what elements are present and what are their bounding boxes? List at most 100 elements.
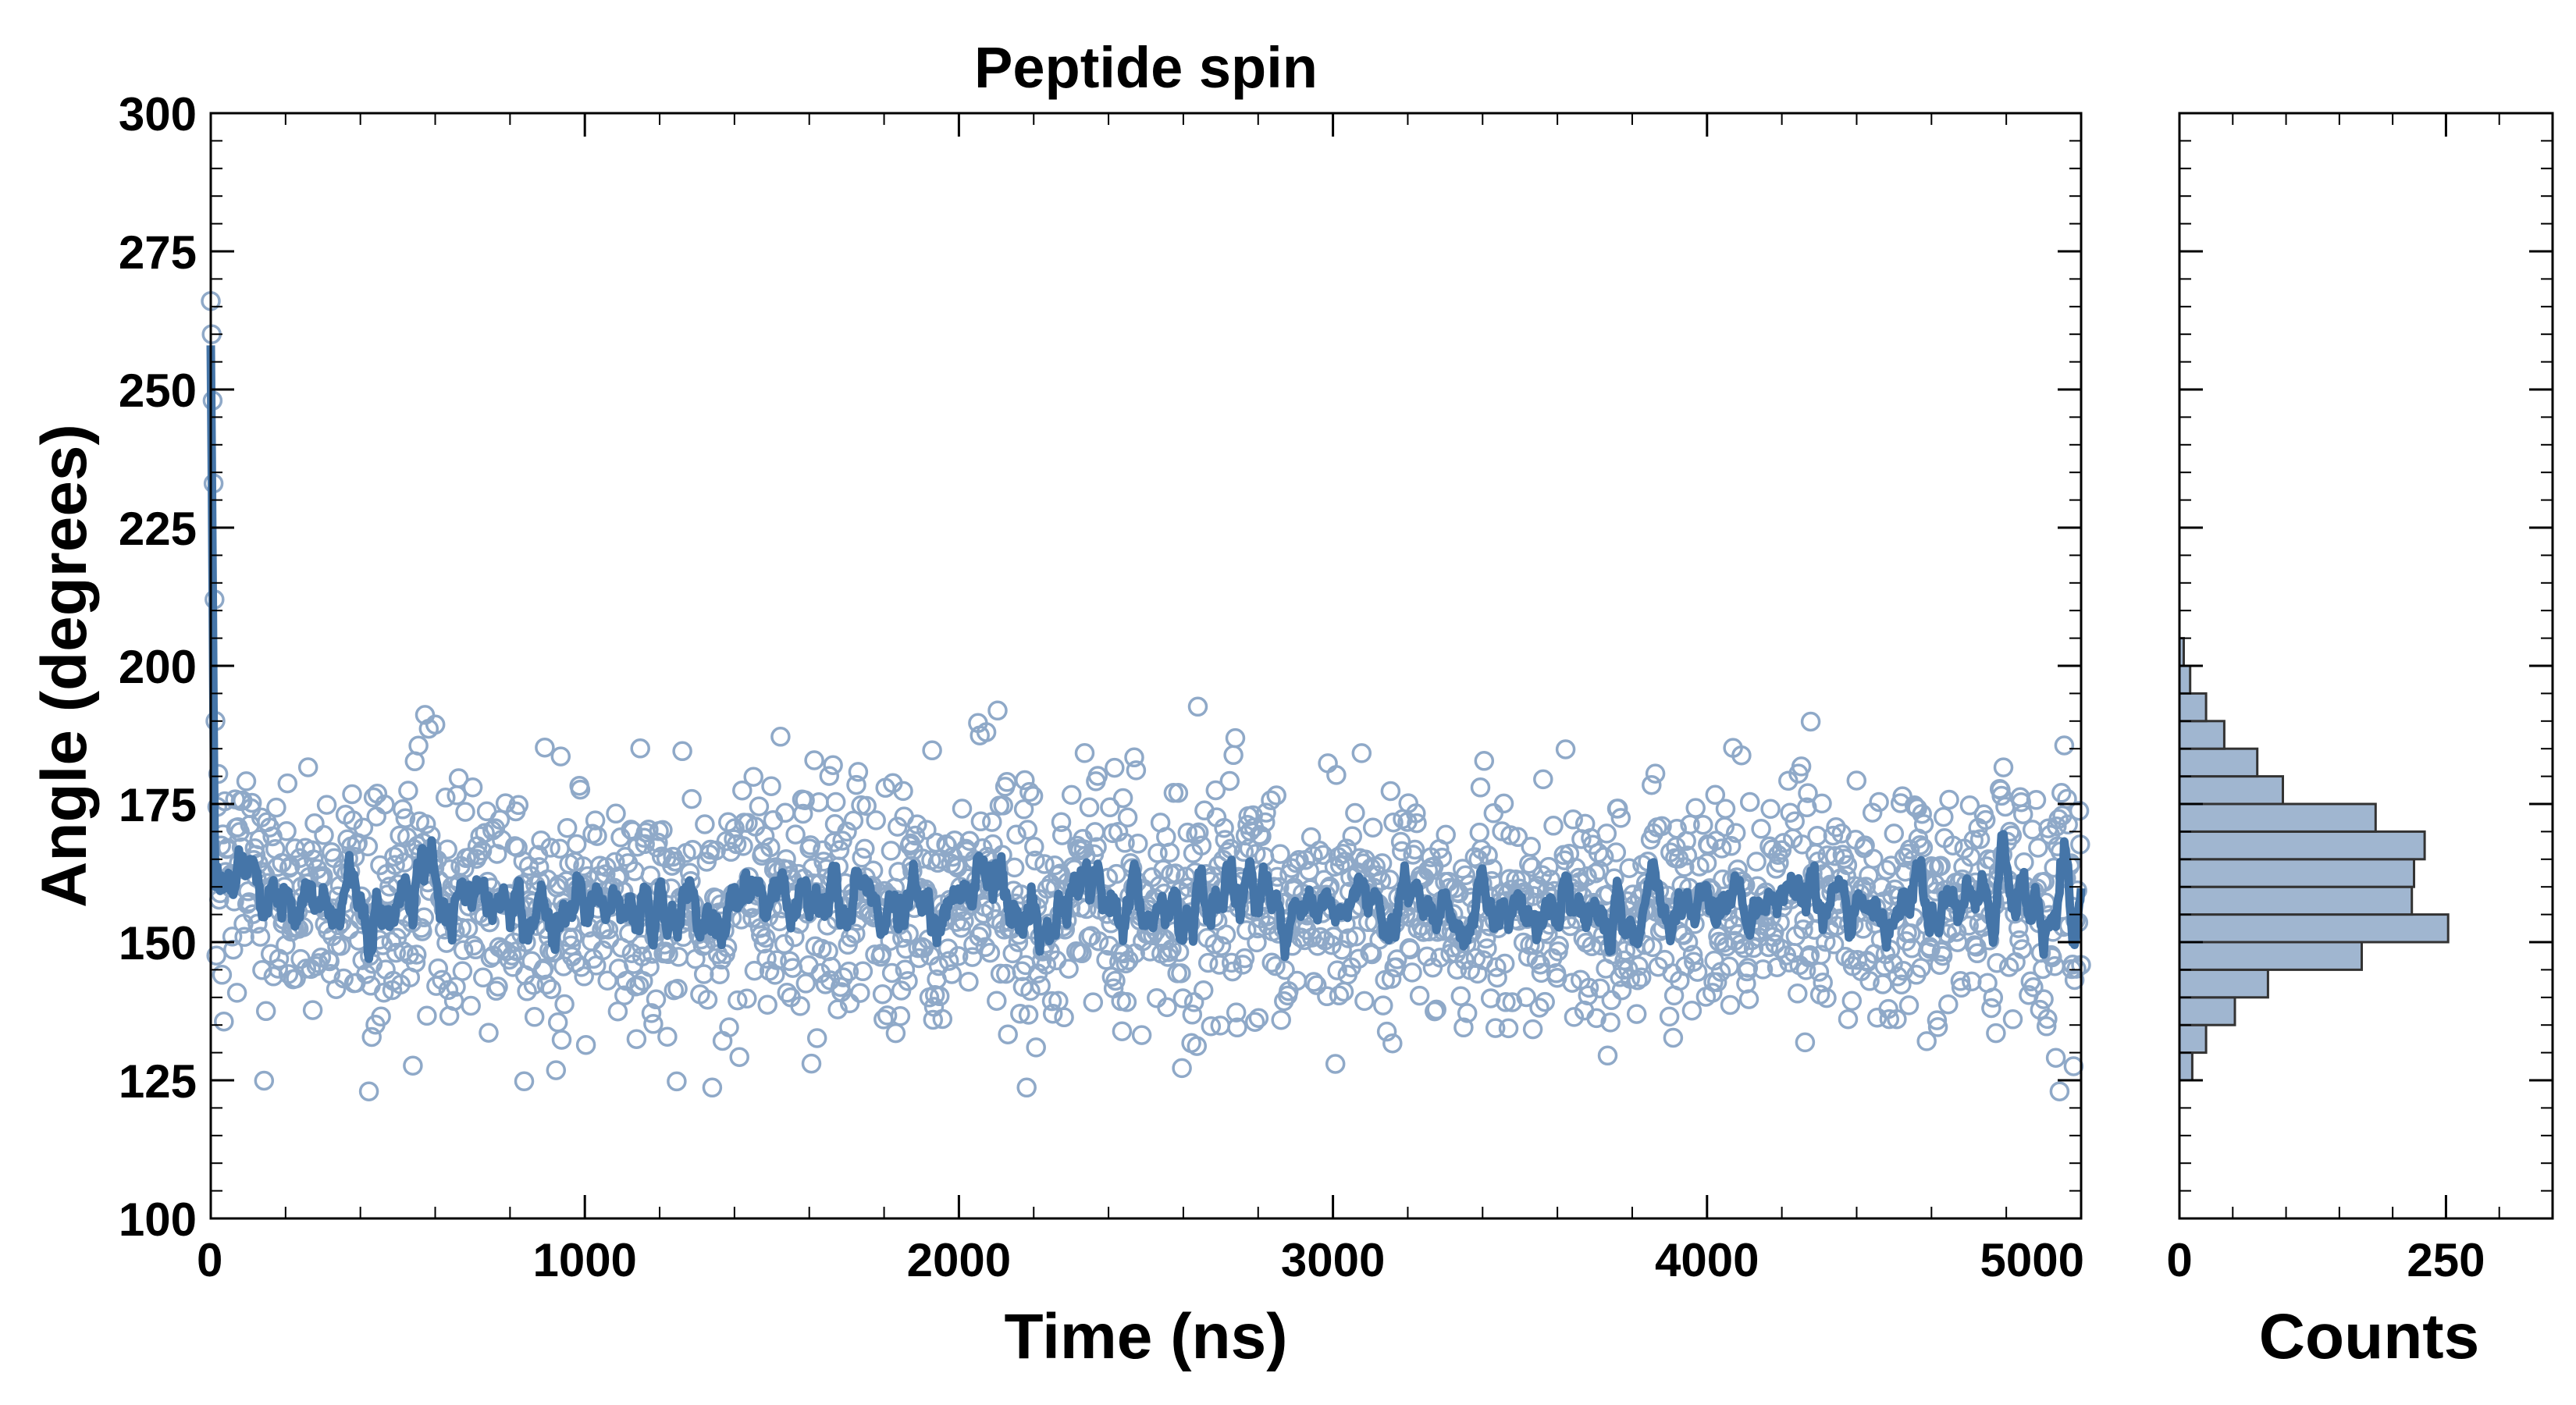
scatter-point	[643, 1014, 664, 1034]
scatter-point	[1019, 781, 1040, 802]
scatter-point	[226, 983, 247, 1003]
scatter-point	[962, 947, 983, 967]
scatter-point	[732, 780, 753, 801]
scatter-point	[1407, 813, 1427, 834]
scatter-point	[1177, 822, 1198, 843]
scatter-point	[1345, 802, 1365, 823]
scatter-point	[403, 1055, 423, 1076]
scatter-point	[980, 942, 1001, 963]
y-axis-label: Angle (degrees)	[29, 424, 100, 908]
histogram-bar	[2178, 996, 2236, 1026]
scatter-point	[1105, 757, 1125, 778]
scatter-point	[1425, 1001, 1445, 1022]
scatter-point	[249, 829, 270, 850]
scatter-point	[1533, 769, 1553, 790]
scatter-point	[302, 1000, 323, 1020]
scatter-point	[1313, 845, 1333, 865]
y-tick-label: 225	[119, 503, 197, 555]
scatter-point	[1112, 788, 1133, 809]
scatter-point	[1226, 1002, 1247, 1023]
scatter-point	[1131, 1025, 1152, 1045]
scatter-point	[1197, 952, 1219, 973]
scatter-point	[1037, 878, 1058, 899]
scatter-point	[457, 918, 479, 939]
scatter-point	[1251, 826, 1272, 847]
scatter-point	[1322, 934, 1342, 955]
scatter-point	[792, 803, 813, 824]
scatter-point	[802, 858, 823, 878]
chart-title: Peptide spin	[974, 35, 1318, 100]
scatter-point	[710, 964, 730, 984]
scatter-point	[916, 820, 937, 840]
scatter-point	[1018, 1005, 1039, 1025]
scatter-point	[947, 857, 968, 878]
scatter-point	[848, 762, 869, 782]
y-tick-label: 250	[119, 365, 197, 417]
scatter-point	[316, 795, 337, 815]
scatter-point	[254, 1070, 275, 1091]
x-tick-label: 2000	[907, 1234, 1011, 1286]
scatter-point	[540, 838, 560, 858]
scatter-point	[1387, 949, 1407, 969]
scatter-point	[1500, 825, 1521, 845]
scatter-point	[535, 737, 555, 758]
scatter-point	[301, 840, 322, 861]
scatter-point	[488, 976, 508, 997]
scatter-point	[592, 940, 613, 961]
scatter-point	[417, 1005, 437, 1026]
y-tick-label: 175	[119, 779, 197, 831]
scatter-point	[1338, 928, 1359, 948]
scatter-point	[1215, 924, 1236, 945]
scatter-point	[898, 971, 918, 991]
scatter-point	[774, 934, 795, 955]
scatter-point	[1593, 847, 1614, 867]
scatter-point	[815, 974, 836, 994]
scatter-point	[756, 927, 776, 948]
y-tick-label: 275	[119, 226, 197, 279]
histogram-x-axis-label: Counts	[2259, 1301, 2479, 1372]
scatter-point	[893, 781, 913, 802]
scatter-point	[1165, 863, 1186, 884]
scatter-point	[770, 727, 791, 747]
scatter-point	[954, 911, 974, 931]
scatter-point	[1042, 1003, 1063, 1024]
scatter-point	[415, 814, 436, 834]
scatter-point	[833, 967, 854, 987]
scatter-point	[976, 722, 997, 742]
scatter-point	[754, 826, 775, 846]
scatter-point	[1606, 842, 1627, 863]
scatter-point	[1034, 854, 1055, 874]
scatter-point	[461, 995, 481, 1016]
scatter-point	[1543, 816, 1564, 836]
scatter-point	[1261, 790, 1281, 810]
scatter-point	[1455, 865, 1476, 886]
scatter-point	[777, 983, 798, 1003]
scatter-point	[846, 774, 866, 795]
scatter-point	[448, 768, 469, 788]
scatter-point	[1015, 770, 1035, 791]
scatter-point	[502, 945, 522, 966]
scatter-point	[1379, 870, 1400, 890]
scatter-point	[657, 1026, 678, 1047]
scatter-point	[1128, 834, 1148, 854]
y-tick-label: 100	[119, 1193, 197, 1246]
scatter-point	[1187, 1036, 1208, 1056]
scatter-point	[1051, 812, 1072, 832]
scatter-point	[998, 1024, 1018, 1044]
scatter-point	[1471, 839, 1492, 860]
scatter-point	[855, 838, 875, 859]
scatter-point	[881, 841, 902, 861]
scatter-point	[863, 860, 884, 880]
scatter-point	[546, 1060, 567, 1080]
scatter-point	[406, 944, 427, 965]
scatter-point	[1360, 942, 1380, 963]
scatter-point	[391, 919, 412, 940]
scatter-point	[455, 802, 475, 822]
scatter-point	[1010, 1003, 1030, 1024]
scatter-point	[1225, 727, 1246, 749]
scatter-point	[1589, 860, 1610, 880]
scatter-point	[1002, 943, 1023, 964]
scatter-point	[932, 1008, 953, 1030]
scatter-point	[1266, 785, 1286, 806]
